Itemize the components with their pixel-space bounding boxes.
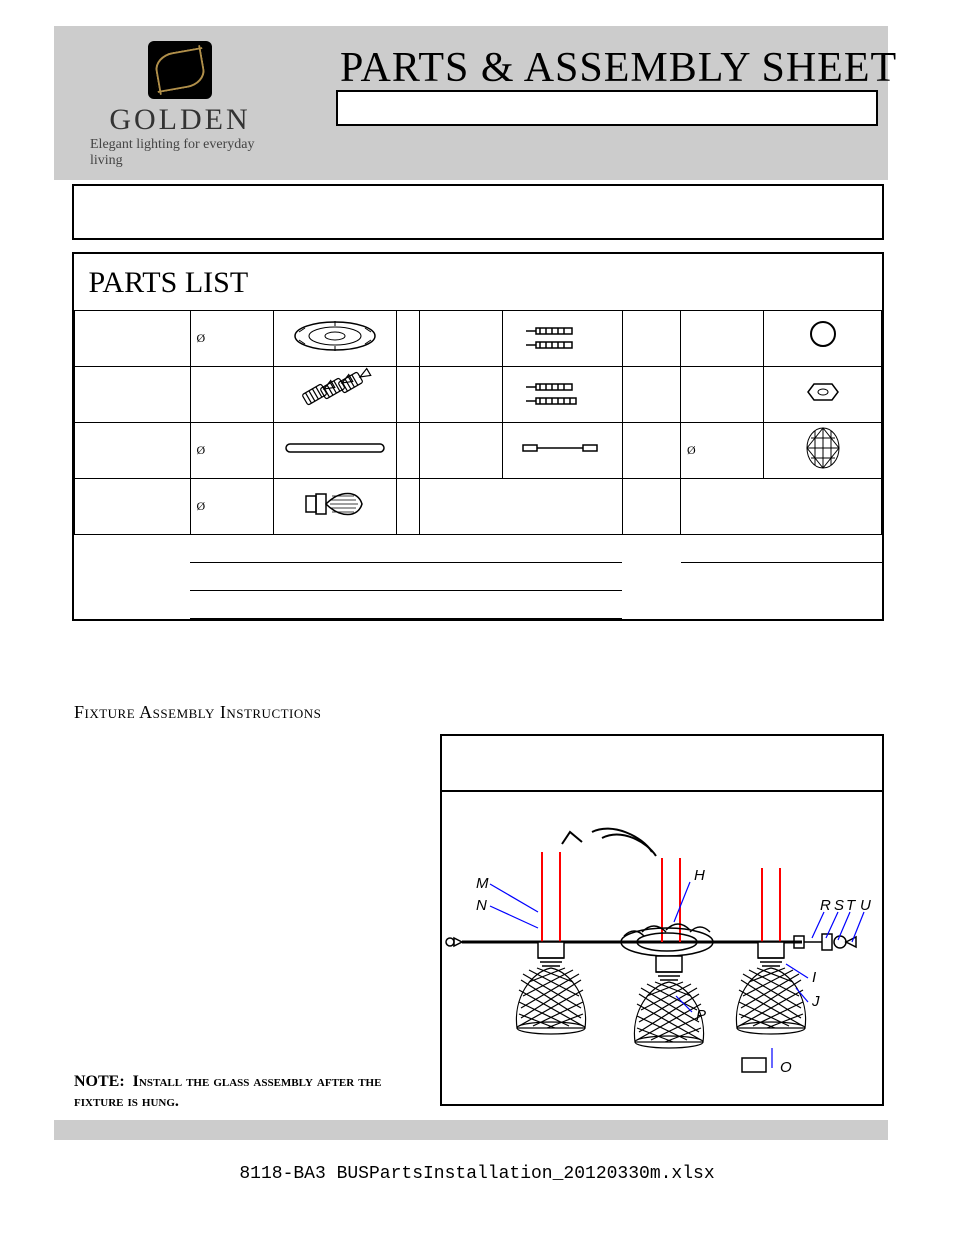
cell-desc: Ø [190,310,273,366]
parts-list-heading: PARTS LIST [81,262,876,302]
part-icon-bulb [273,478,396,534]
part-icon-screws [503,366,623,422]
parts-list-box: PARTS LIST Ø [72,252,884,621]
note-lead: NOTE: [74,1073,125,1090]
summary-row [75,590,882,618]
diagram-label-n: N [476,897,487,914]
diagram-label-r: R [820,897,831,914]
brand-name: GOLDEN [109,103,250,137]
table-row: Ø [75,310,882,366]
part-icon-crystal [764,422,882,478]
cell-label [396,310,420,366]
diagram-label-t: T [846,897,857,914]
footer-band [54,1120,888,1140]
diagram-label-p: P [696,1007,706,1024]
table-row: Ø Ø [75,422,882,478]
title-subbox [336,90,878,126]
part-icon-screws [503,310,623,366]
null-symbol: Ø [197,331,206,345]
diagram-label-i: I [812,969,816,986]
footer-filename: 8118-BA3 BUSPartsInstallation_20120330m.… [0,1164,954,1184]
assembly-diagram-icon: M N H R S T U I J P O [442,792,882,1104]
diagram-label-j: J [811,993,820,1010]
brand-mark-icon [148,41,212,99]
table-row: Ø [75,478,882,534]
fixture-assembly-heading: Fixture Assembly Instructions [74,702,321,723]
install-note: NOTE: Install the glass assembly after t… [74,1072,434,1112]
part-icon-hex-nut [764,366,882,422]
page-title: PARTS & ASSEMBLY SHEET [340,44,897,92]
cell-label [622,310,680,366]
brand-logo: GOLDEN Elegant lighting for everyday liv… [90,40,270,170]
diagram-label-m: M [476,875,489,892]
summary-row [75,562,882,590]
table-row [75,366,882,422]
part-icon-ring [764,310,882,366]
part-icon-mounting-plate [273,310,396,366]
cell-desc [681,310,764,366]
diagram-label-o: O [780,1059,792,1076]
part-icon-bar [273,422,396,478]
null-symbol: Ø [197,499,206,513]
parts-table: PARTS LIST Ø [74,254,882,619]
page: GOLDEN Elegant lighting for everyday liv… [0,0,954,1235]
cell-desc [420,310,503,366]
diagram-label-h: H [694,867,705,884]
assembly-diagram-box: M N H R S T U I J P O [440,734,884,1106]
diagram-label-s: S [834,897,844,914]
diagram-caption [442,736,882,792]
brand-tagline: Elegant lighting for everyday living [90,137,270,169]
summary-row [75,534,882,562]
part-icon-rod [503,422,623,478]
product-info-box [72,184,884,240]
null-symbol: Ø [197,443,206,457]
null-symbol: Ø [687,443,696,457]
part-icon-anchors [273,366,396,422]
diagram-label-u: U [860,897,871,914]
cell-label [75,310,191,366]
